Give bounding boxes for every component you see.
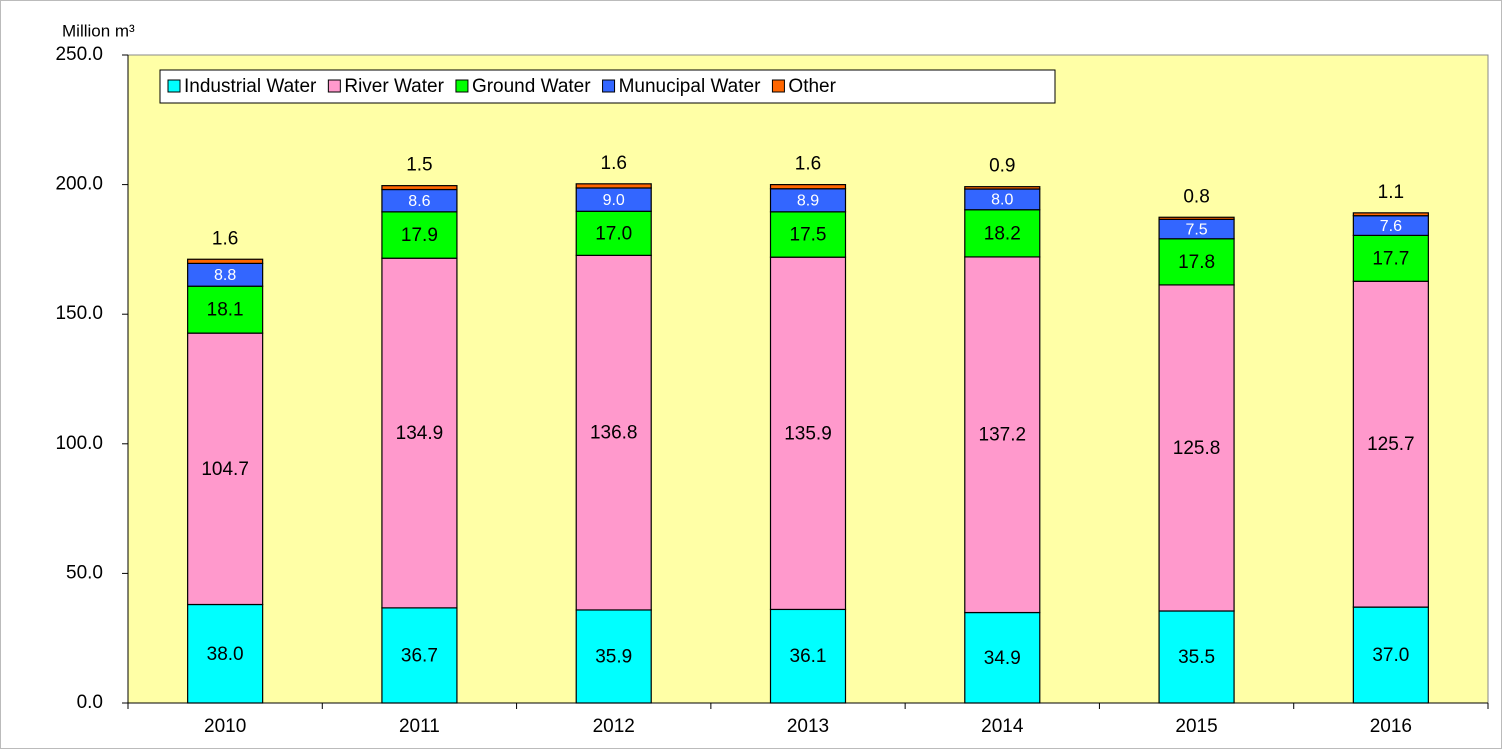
y-tick-label: 100.0 xyxy=(55,433,103,454)
data-label: 17.0 xyxy=(595,223,632,244)
data-label: 36.7 xyxy=(401,645,438,666)
y-axis-label: Million m³ xyxy=(62,21,135,40)
data-label: 1.1 xyxy=(1378,182,1404,203)
bar-segment xyxy=(964,209,1041,258)
bar-segment xyxy=(964,186,1041,190)
data-label: 18.2 xyxy=(984,223,1021,244)
x-tick-label: 2010 xyxy=(204,716,246,737)
legend-swatch xyxy=(602,79,616,93)
bar-segment xyxy=(1352,234,1429,282)
x-tick-label: 2016 xyxy=(1370,716,1412,737)
data-label: 38.0 xyxy=(207,644,244,665)
bar-segment xyxy=(187,332,264,606)
data-label: 135.9 xyxy=(784,423,832,444)
data-label: 18.1 xyxy=(207,300,244,321)
x-tick-label: 2012 xyxy=(593,716,635,737)
data-label: 8.0 xyxy=(991,192,1013,209)
bar-segment xyxy=(187,603,264,704)
data-label: 1.6 xyxy=(795,154,821,175)
data-label: 8.6 xyxy=(408,193,430,210)
bar-segment xyxy=(1352,280,1429,608)
bar-segment xyxy=(769,211,847,258)
y-tick-label: 50.0 xyxy=(66,562,103,583)
data-label: 104.7 xyxy=(201,459,249,480)
x-tick-label: 2015 xyxy=(1175,716,1217,737)
data-label: 125.7 xyxy=(1367,434,1415,455)
bar-segment xyxy=(1158,284,1235,612)
data-label: 35.9 xyxy=(595,646,632,667)
data-label: 37.0 xyxy=(1372,645,1409,666)
bar-segment xyxy=(575,183,652,189)
y-tick-label: 0.0 xyxy=(77,692,103,713)
x-tick-label: 2013 xyxy=(787,716,829,737)
data-label: 1.6 xyxy=(212,228,238,249)
bar-segment xyxy=(381,185,458,191)
y-tick-label: 200.0 xyxy=(55,174,103,195)
bar-segment xyxy=(769,184,847,190)
bar-segment xyxy=(187,258,264,264)
data-label: 1.5 xyxy=(406,155,432,176)
legend-label: Other xyxy=(788,76,836,97)
data-label: 9.0 xyxy=(603,192,625,209)
data-label: 136.8 xyxy=(590,423,638,444)
bar-segment xyxy=(1158,610,1235,704)
bar-segment xyxy=(769,608,847,704)
data-label: 17.5 xyxy=(790,225,827,246)
y-tick-label: 150.0 xyxy=(55,303,103,324)
legend-label: Ground Water xyxy=(472,76,591,97)
bar-segment xyxy=(1158,216,1235,220)
x-tick-label: 2014 xyxy=(981,716,1024,737)
data-label: 134.9 xyxy=(396,423,444,444)
legend-label: Munucipal Water xyxy=(619,76,762,97)
data-label: 137.2 xyxy=(979,425,1027,446)
x-tick-label: 2011 xyxy=(399,716,440,737)
bar-segment xyxy=(381,607,458,704)
data-label: 17.9 xyxy=(401,225,438,246)
data-label: 1.6 xyxy=(601,153,627,174)
data-label: 17.7 xyxy=(1372,248,1409,269)
legend-swatch xyxy=(455,79,469,93)
bar-segment xyxy=(187,285,264,334)
data-label: 17.8 xyxy=(1178,252,1215,273)
bar-segment xyxy=(381,257,458,609)
data-label: 0.9 xyxy=(989,156,1015,177)
bar-segment xyxy=(769,256,847,611)
data-label: 34.9 xyxy=(984,648,1021,669)
bar-segment xyxy=(1158,238,1235,286)
y-tick-label: 250.0 xyxy=(55,44,103,65)
legend-swatch xyxy=(771,79,785,93)
bar-segment xyxy=(575,254,652,611)
legend-label: Industrial Water xyxy=(184,76,317,97)
bar-segment xyxy=(575,609,652,704)
data-label: 8.9 xyxy=(797,193,819,210)
bar-segment xyxy=(964,611,1041,704)
bar-segment xyxy=(964,256,1041,614)
data-label: 125.8 xyxy=(1173,438,1221,459)
data-label: 35.5 xyxy=(1178,647,1215,668)
bar-segment xyxy=(1352,212,1429,217)
data-label: 8.8 xyxy=(214,267,236,284)
legend-swatch xyxy=(167,79,181,93)
data-label: 7.6 xyxy=(1380,218,1402,235)
bar-segment xyxy=(575,210,652,256)
data-label: 36.1 xyxy=(790,646,827,667)
legend-swatch xyxy=(327,79,341,93)
legend-label: River Water xyxy=(344,76,444,97)
data-label: 0.8 xyxy=(1183,186,1209,207)
bar-segment xyxy=(1352,606,1429,704)
data-label: 7.5 xyxy=(1185,221,1207,238)
